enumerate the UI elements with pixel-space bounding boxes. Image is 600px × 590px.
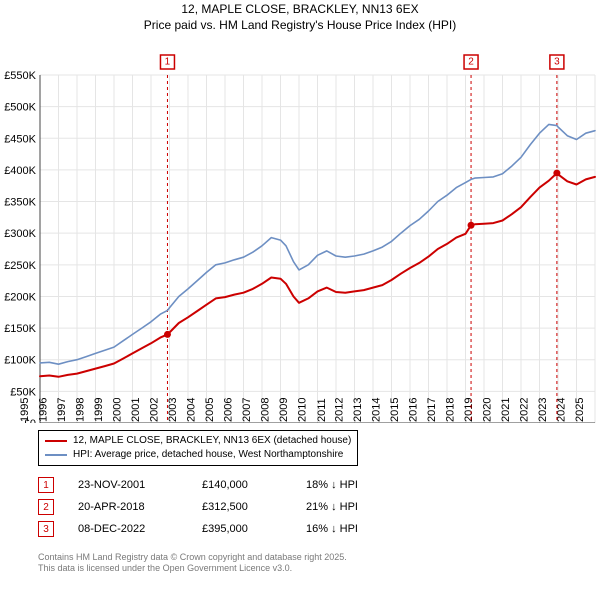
x-tick-label: 1997: [56, 398, 68, 422]
sale-row: 2 20-APR-2018 £312,500 21% ↓ HPI: [38, 496, 396, 518]
chart-title: 12, MAPLE CLOSE, BRACKLEY, NN13 6EX Pric…: [0, 0, 600, 33]
x-tick-label: 1999: [93, 398, 105, 422]
x-tick-label: 2020: [482, 398, 494, 422]
y-tick-label: £500K: [4, 102, 36, 114]
price-chart: £0£50K£100K£150K£200K£250K£300K£350K£400…: [0, 33, 600, 423]
sale-marker-dot: [164, 331, 171, 338]
x-tick-label: 2000: [112, 398, 124, 422]
sale-marker-number: 2: [468, 57, 474, 68]
x-tick-label: 2001: [130, 398, 142, 422]
x-tick-label: 2011: [316, 399, 328, 423]
y-tick-label: £400K: [4, 165, 36, 177]
sale-row-marker: 3: [38, 521, 54, 537]
sale-row-price: £312,500: [202, 501, 282, 513]
sale-row-delta: 18% ↓ HPI: [306, 479, 396, 491]
x-tick-label: 1998: [75, 398, 87, 422]
sale-row: 3 08-DEC-2022 £395,000 16% ↓ HPI: [38, 518, 396, 540]
x-tick-label: 2022: [519, 398, 531, 422]
y-tick-label: £200K: [4, 292, 36, 304]
x-tick-label: 1995: [19, 398, 31, 422]
x-tick-label: 2007: [241, 398, 253, 422]
sale-row: 1 23-NOV-2001 £140,000 18% ↓ HPI: [38, 474, 396, 496]
sale-marker-number: 1: [165, 57, 171, 68]
x-tick-label: 2009: [278, 398, 290, 422]
y-tick-label: £250K: [4, 260, 36, 272]
legend-label: 12, MAPLE CLOSE, BRACKLEY, NN13 6EX (det…: [73, 434, 351, 448]
x-tick-label: 2003: [167, 398, 179, 422]
y-tick-label: £450K: [4, 133, 36, 145]
legend-swatch: [45, 440, 67, 442]
sale-marker-dot: [468, 222, 475, 229]
x-tick-label: 1996: [38, 398, 50, 422]
sale-row-delta: 16% ↓ HPI: [306, 523, 396, 535]
x-tick-label: 2002: [149, 398, 161, 422]
y-tick-label: £300K: [4, 228, 36, 240]
sale-row-date: 08-DEC-2022: [78, 523, 178, 535]
x-tick-label: 2012: [334, 398, 346, 422]
legend-item: HPI: Average price, detached house, West…: [45, 448, 351, 462]
sale-row-marker: 2: [38, 499, 54, 515]
x-tick-label: 2006: [223, 398, 235, 422]
x-tick-label: 2023: [537, 398, 549, 422]
title-line-1: 12, MAPLE CLOSE, BRACKLEY, NN13 6EX: [0, 2, 600, 18]
footer-line-2: This data is licensed under the Open Gov…: [38, 563, 347, 574]
footer-line-1: Contains HM Land Registry data © Crown c…: [38, 552, 347, 563]
sale-marker-dot: [553, 170, 560, 177]
x-tick-label: 2016: [408, 398, 420, 422]
chart-footer: Contains HM Land Registry data © Crown c…: [38, 552, 347, 575]
y-tick-label: £350K: [4, 197, 36, 209]
sale-row-price: £395,000: [202, 523, 282, 535]
x-tick-label: 2015: [389, 398, 401, 422]
x-tick-label: 2008: [260, 398, 272, 422]
x-tick-label: 2014: [371, 398, 383, 422]
y-tick-label: £50K: [10, 387, 36, 399]
y-tick-label: £550K: [4, 70, 36, 82]
x-tick-label: 2025: [574, 398, 586, 422]
x-tick-label: 2005: [204, 398, 216, 422]
x-tick-label: 2018: [445, 398, 457, 422]
y-tick-label: £150K: [4, 323, 36, 335]
x-tick-label: 2010: [297, 398, 309, 422]
sale-row-delta: 21% ↓ HPI: [306, 501, 396, 513]
sale-row-date: 23-NOV-2001: [78, 479, 178, 491]
chart-legend: 12, MAPLE CLOSE, BRACKLEY, NN13 6EX (det…: [38, 430, 358, 466]
legend-swatch: [45, 454, 67, 456]
sales-table: 1 23-NOV-2001 £140,000 18% ↓ HPI 2 20-APR-201…: [38, 474, 396, 540]
x-tick-label: 2017: [426, 398, 438, 422]
y-tick-label: £100K: [4, 355, 36, 367]
x-tick-label: 2019: [463, 398, 475, 422]
x-tick-label: 2021: [500, 398, 512, 422]
legend-label: HPI: Average price, detached house, West…: [73, 448, 343, 462]
x-tick-label: 2013: [352, 398, 364, 422]
sale-row-price: £140,000: [202, 479, 282, 491]
sale-marker-number: 3: [554, 57, 560, 68]
sale-row-date: 20-APR-2018: [78, 501, 178, 513]
sale-row-marker: 1: [38, 477, 54, 493]
title-line-2: Price paid vs. HM Land Registry's House …: [0, 18, 600, 34]
legend-item: 12, MAPLE CLOSE, BRACKLEY, NN13 6EX (det…: [45, 434, 351, 448]
x-tick-label: 2004: [186, 398, 198, 422]
